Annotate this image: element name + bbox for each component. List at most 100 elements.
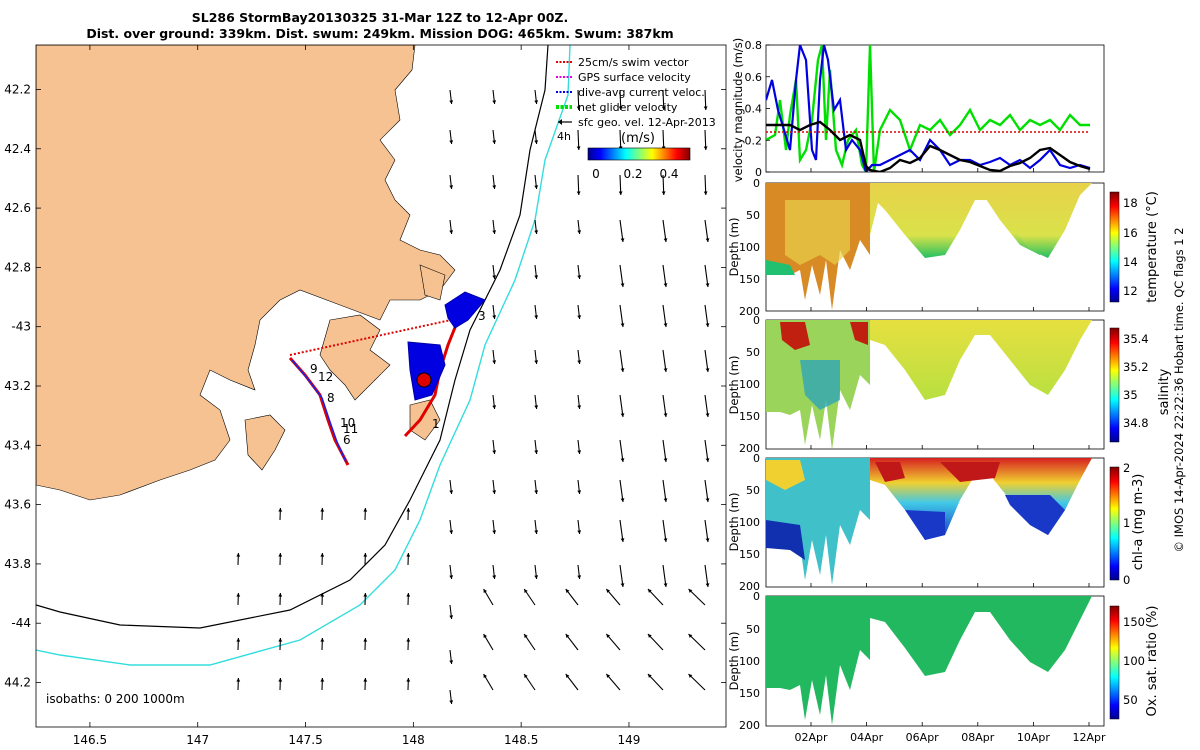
isobath-200m [36, 45, 549, 629]
velocity-arrow [534, 439, 539, 455]
velocity-arrow [534, 129, 539, 145]
velocity-arrow [565, 633, 579, 651]
velocity-arrow [704, 519, 710, 543]
isobath-1000m [36, 45, 571, 666]
svg-text:GPS surface velocity: GPS surface velocity [578, 71, 691, 84]
velocity-arrow [577, 479, 582, 495]
svg-text:dive-avg current veloc.: dive-avg current veloc. [578, 86, 705, 99]
velocity-arrow [661, 174, 666, 196]
velocity-arrow [406, 507, 411, 521]
velocity-arrow [534, 264, 539, 280]
depth-tick: 200 [739, 442, 760, 455]
velocity-tick-label: 0.6 [745, 71, 763, 84]
velocity-arrow [703, 174, 708, 196]
speed-colorbar: (m/s) 0 0.2 0.4 [587, 131, 691, 181]
track-label: 6 [343, 433, 351, 447]
velocity-arrow [278, 552, 283, 566]
velocity-panel: 0 0.2 0.4 0.6 0.8 velocity magnitude (m/s) [731, 38, 1105, 183]
velocity-arrow [492, 479, 497, 495]
lon-tick-label: 148.5 [504, 733, 538, 747]
temperature-tick: 14 [1123, 255, 1138, 269]
velocity-arrow [492, 129, 497, 145]
depth-tick: 150 [739, 273, 760, 286]
legend-net-glider-velocity: net glider velocity [556, 101, 678, 114]
velocity-axis: 0 0.2 0.4 0.6 0.8 [745, 39, 770, 179]
velocity-arrow [704, 479, 710, 503]
depth-tick: 50 [746, 484, 760, 497]
velocity-arrow [618, 89, 623, 111]
velocity-arrow [449, 649, 454, 665]
oxygen-label: Ox. sat. ratio (%) [1145, 606, 1160, 717]
salinity-depth-label: Depth (m) [727, 356, 741, 415]
velocity-tick-label: 0 [755, 166, 762, 179]
velocity-arrow [662, 304, 668, 328]
velocity-arrow [492, 174, 497, 190]
salinity-tick: 34.8 [1123, 416, 1149, 430]
oxygen-tick: 50 [1123, 693, 1138, 707]
velocity-arrow [704, 304, 710, 328]
velocity-arrow [406, 592, 411, 606]
velocity-arrow [449, 564, 454, 580]
velocity-arrow [320, 507, 325, 521]
oxygen-tick: 100 [1123, 654, 1145, 668]
velocity-arrow [688, 633, 706, 651]
depth-tick: 200 [739, 719, 760, 732]
velocity-arrow [619, 564, 625, 588]
velocity-arrow [492, 519, 497, 535]
lat-tick-label: 43.4 [4, 438, 31, 452]
lat-tick-label: -44 [11, 616, 31, 630]
temperature-tick: 12 [1123, 284, 1138, 298]
velocity-arrow [576, 89, 581, 111]
velocity-arrow [236, 592, 241, 606]
oxygen-depth-label: Depth (m) [727, 632, 741, 691]
velocity-arrow [523, 588, 536, 606]
colorbar-unit: (m/s) [621, 131, 655, 146]
velocity-arrow [605, 633, 621, 651]
velocity-arrow [492, 89, 497, 105]
temperature-tick: 18 [1123, 196, 1138, 210]
time-tick-label: 08Apr [961, 731, 995, 744]
velocity-arrow [662, 264, 668, 288]
velocity-arrow [619, 519, 625, 543]
track-label: 1 [432, 417, 440, 431]
velocity-arrow [449, 89, 454, 105]
velocity-arrow [704, 564, 710, 588]
depth-tick: 50 [746, 346, 760, 359]
velocity-arrow [320, 637, 325, 651]
velocity-arrow [577, 564, 582, 580]
velocity-arrow [406, 637, 411, 651]
island-land [244, 414, 286, 471]
velocity-arrow [662, 219, 668, 243]
track-label: 11 [343, 422, 358, 436]
oxygen-tick: 150 [1123, 615, 1145, 629]
lat-tick-label: 43.8 [4, 557, 31, 571]
velocity-arrow [662, 439, 668, 463]
chla-tick: 1 [1123, 516, 1130, 530]
velocity-arrow [576, 174, 581, 196]
velocity-arrow [647, 588, 664, 606]
track-label: 12 [318, 370, 333, 384]
velocity-arrow [662, 394, 668, 418]
depth-tick: 50 [746, 623, 760, 636]
velocity-arrow [577, 519, 582, 535]
velocity-arrow [647, 673, 664, 691]
depth-tick: 0 [753, 314, 760, 327]
velocity-arrow [619, 349, 625, 373]
velocity-arrow [605, 588, 621, 606]
velocity-ylabel: velocity magnitude (m/s) [731, 38, 745, 183]
velocity-arrow [449, 129, 454, 145]
velocity-arrow [534, 564, 539, 580]
lon-tick-label: 149 [618, 733, 641, 747]
chla-tick: 2 [1123, 461, 1130, 475]
velocity-arrow [534, 174, 539, 190]
depth-tick: 50 [746, 209, 760, 222]
velocity-arrow [492, 564, 497, 580]
velocity-arrow [605, 673, 621, 691]
lon-tick-label: 147.5 [288, 733, 322, 747]
velocity-arrow [703, 129, 708, 151]
net-glider-velocity-line [766, 45, 1090, 172]
track-label: 10 [340, 416, 355, 430]
velocity-arrow [661, 89, 666, 111]
svg-text:sfc geo. vel. 12-Apr-2013: sfc geo. vel. 12-Apr-2013 [578, 116, 716, 129]
bruny-island [409, 399, 441, 441]
